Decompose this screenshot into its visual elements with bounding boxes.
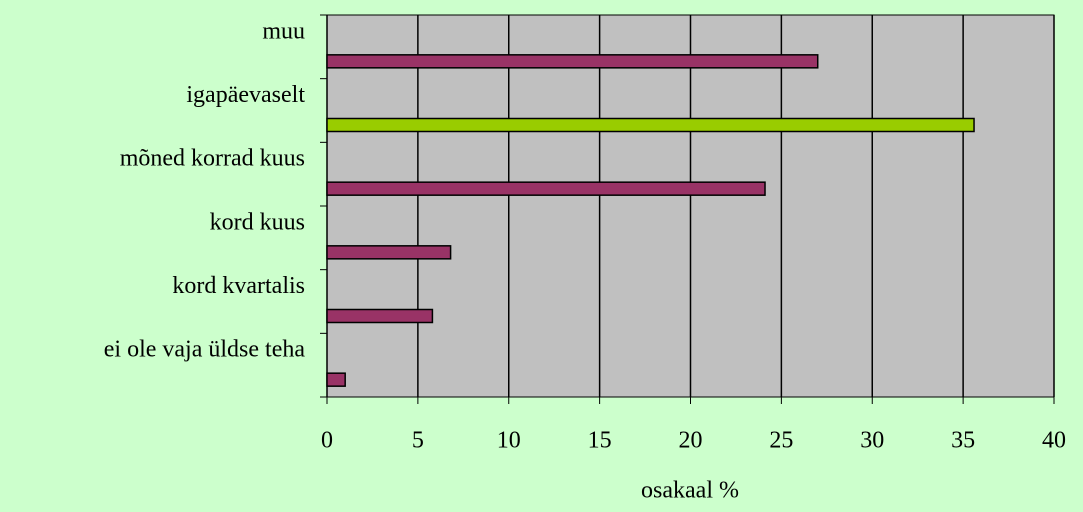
y-tick-label: ei ole vaja üldse teha: [104, 337, 306, 363]
bar: [326, 372, 346, 387]
x-tick-label: 0: [321, 428, 333, 454]
bar: [326, 308, 434, 324]
x-tick-label: 35: [951, 428, 975, 454]
x-tick-label: 30: [860, 428, 884, 454]
bar: [326, 54, 819, 69]
y-tick-label: kord kuus: [210, 209, 305, 235]
y-tick-label: igapäevaselt: [186, 82, 305, 108]
y-tick-label: muu: [262, 18, 305, 44]
x-tick-label: 5: [412, 428, 424, 454]
x-tick-label: 10: [497, 428, 521, 454]
bar: [326, 117, 975, 133]
x-tick-label: 40: [1042, 428, 1066, 454]
y-tick-label: kord kvartalis: [172, 273, 305, 299]
y-tick-label: mõned korrad kuus: [120, 146, 305, 172]
x-axis-title: osakaal %: [641, 478, 739, 504]
bar: [326, 181, 766, 196]
bar: [326, 245, 452, 260]
x-tick-label: 15: [588, 428, 612, 454]
x-tick-label: 25: [769, 428, 793, 454]
x-tick-label: 20: [679, 428, 703, 454]
